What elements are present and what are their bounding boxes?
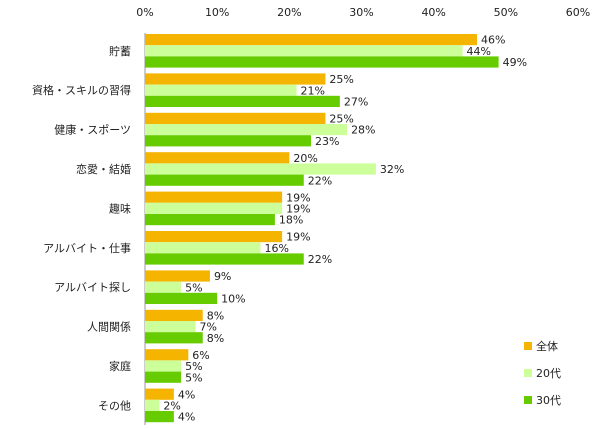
bar-30s <box>145 371 182 383</box>
bar-20s <box>145 124 348 136</box>
value-label: 22% <box>308 174 332 187</box>
category-label: 家庭 <box>109 359 131 373</box>
value-label: 7% <box>200 321 217 334</box>
bar-all <box>145 73 326 85</box>
legend-swatch <box>524 369 532 377</box>
value-label: 22% <box>308 253 332 266</box>
bar-20s <box>145 163 376 175</box>
value-label: 19% <box>286 191 310 204</box>
bar-20s <box>145 321 196 333</box>
category-label: 人間関係 <box>87 321 131 334</box>
bar-30s <box>145 411 174 423</box>
category-label: 恋愛・結婚 <box>76 162 131 176</box>
bar-all <box>145 388 174 400</box>
x-tick-label: 50% <box>494 6 518 19</box>
value-label: 16% <box>264 242 288 255</box>
value-label: 32% <box>380 163 404 176</box>
bar-30s <box>145 332 203 344</box>
legend-swatch <box>524 342 532 350</box>
category-label: 資格・スキルの習得 <box>32 83 131 97</box>
bar-all <box>145 309 203 321</box>
x-tick-label: 60% <box>566 6 590 19</box>
bar-all <box>145 112 326 124</box>
bar-20s <box>145 360 182 372</box>
bar-30s <box>145 135 311 147</box>
bar-all <box>145 152 290 164</box>
value-label: 5% <box>185 281 202 294</box>
value-label: 5% <box>185 360 202 373</box>
value-label: 25% <box>329 73 353 86</box>
category-label: アルバイト探し <box>54 281 131 294</box>
bar-all <box>145 34 477 46</box>
x-tick-label: 40% <box>421 6 445 19</box>
value-label: 5% <box>185 371 202 384</box>
value-label: 10% <box>221 293 245 306</box>
legend-label: 30代 <box>536 394 561 407</box>
category-label: 健康・スポーツ <box>54 123 131 137</box>
x-tick-label: 10% <box>205 6 229 19</box>
bar-all <box>145 349 189 361</box>
category-label: 趣味 <box>109 201 131 215</box>
value-label: 23% <box>315 135 339 148</box>
bar-30s <box>145 174 304 186</box>
bar-20s <box>145 84 297 96</box>
category-label: アルバイト・仕事 <box>43 242 131 255</box>
value-label: 44% <box>467 45 491 58</box>
bar-all <box>145 231 283 243</box>
bar-20s <box>145 202 283 214</box>
value-label: 8% <box>207 310 224 323</box>
bar-20s <box>145 45 463 57</box>
value-label: 9% <box>214 270 231 283</box>
bar-30s <box>145 95 340 107</box>
value-label: 4% <box>178 388 195 401</box>
value-label: 2% <box>163 400 180 413</box>
value-label: 4% <box>178 411 195 424</box>
value-label: 6% <box>192 349 209 362</box>
value-label: 25% <box>329 113 353 126</box>
bar-all <box>145 191 283 203</box>
x-tick-label: 20% <box>277 6 301 19</box>
bar-30s <box>145 214 275 226</box>
bar-30s <box>145 292 218 304</box>
value-label: 28% <box>351 124 375 137</box>
bar-30s <box>145 56 499 68</box>
value-label: 19% <box>286 231 310 244</box>
legend-swatch <box>524 396 532 404</box>
bar-30s <box>145 253 304 265</box>
value-label: 21% <box>301 84 325 97</box>
legend-label: 全体 <box>536 339 558 353</box>
bar-20s <box>145 242 261 254</box>
x-tick-label: 30% <box>349 6 373 19</box>
legend-label: 20代 <box>536 367 561 380</box>
value-label: 27% <box>344 96 368 109</box>
value-label: 46% <box>481 34 505 47</box>
value-label: 19% <box>286 203 310 216</box>
value-label: 20% <box>293 152 317 165</box>
category-label: その他 <box>98 399 131 412</box>
bar-20s <box>145 399 160 411</box>
bar-20s <box>145 281 182 293</box>
bar-all <box>145 270 210 282</box>
category-label: 貯蓄 <box>109 45 131 58</box>
x-tick-label: 0% <box>136 6 153 19</box>
value-label: 8% <box>207 332 224 345</box>
value-label: 49% <box>503 56 527 69</box>
value-label: 18% <box>279 214 303 227</box>
